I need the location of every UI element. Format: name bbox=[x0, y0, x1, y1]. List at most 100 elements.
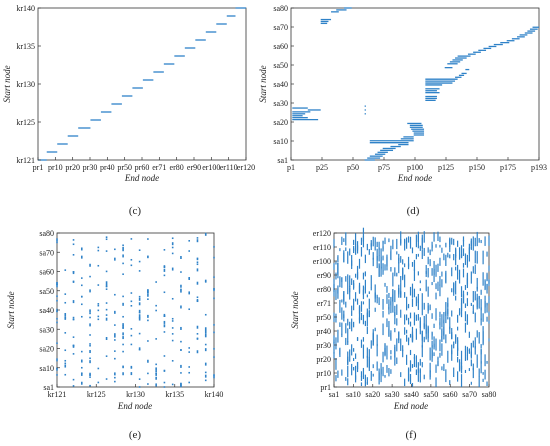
data-point bbox=[180, 326, 182, 330]
data-point bbox=[114, 293, 116, 296]
x-tick-label: p125 bbox=[438, 163, 454, 172]
data-point bbox=[130, 258, 133, 261]
data-point bbox=[188, 291, 191, 295]
data-point bbox=[130, 365, 133, 368]
data-point bbox=[196, 350, 199, 354]
data-point bbox=[130, 238, 133, 240]
data-point bbox=[97, 309, 100, 312]
data-point bbox=[138, 270, 141, 272]
data-point bbox=[138, 347, 141, 351]
data-point bbox=[196, 237, 199, 239]
panel-d-ylabel: Start node bbox=[258, 65, 268, 102]
data-point bbox=[147, 255, 149, 258]
x-tick-label: p1 bbox=[287, 163, 295, 172]
x-tick-label: sa30 bbox=[385, 390, 400, 399]
data-point bbox=[138, 302, 141, 306]
x-tick-label: sa80 bbox=[482, 390, 497, 399]
data-point bbox=[213, 256, 215, 259]
data-point bbox=[147, 238, 149, 240]
data-point bbox=[89, 357, 91, 360]
data-point bbox=[89, 289, 91, 293]
panel-c: pr1 pr10 pr20 pr30 pr40 pr50 pr60 er71 er80 er90 e… bbox=[2, 4, 255, 217]
data-point bbox=[72, 336, 75, 338]
data-point bbox=[130, 334, 133, 337]
panel-f-xlabel: End node bbox=[393, 401, 428, 411]
data-point bbox=[196, 299, 199, 303]
data-point bbox=[204, 374, 207, 378]
data-point bbox=[180, 385, 182, 388]
data-point bbox=[56, 358, 58, 362]
data-point bbox=[122, 350, 124, 353]
data-point bbox=[163, 266, 166, 268]
y-tick-label: er110 bbox=[313, 243, 331, 252]
data-point bbox=[97, 303, 100, 305]
data-point bbox=[130, 300, 133, 303]
data-point bbox=[180, 372, 182, 374]
x-tick-label: er80 bbox=[170, 163, 184, 172]
y-tick-label: kr121 bbox=[16, 156, 35, 165]
data-point bbox=[56, 282, 58, 286]
data-point bbox=[138, 317, 141, 321]
data-point bbox=[56, 238, 58, 242]
data-point bbox=[122, 327, 124, 329]
data-point bbox=[147, 319, 149, 322]
data-point bbox=[171, 267, 174, 271]
y-tick-label: sa10 bbox=[273, 137, 288, 146]
x-tick-label: sa70 bbox=[462, 390, 477, 399]
data-point bbox=[171, 237, 174, 240]
data-point bbox=[138, 314, 141, 318]
panel-c-xlabel: End node bbox=[124, 173, 159, 183]
data-point bbox=[114, 380, 116, 383]
y-tick-label: sa80 bbox=[273, 4, 288, 13]
panel-e-x-ticks: kr121 kr125 kr130 kr135 kr140 bbox=[48, 384, 223, 399]
data-point bbox=[138, 309, 141, 313]
x-tick-label: pr50 bbox=[117, 163, 132, 172]
data-point bbox=[80, 255, 83, 259]
data-point bbox=[105, 337, 108, 341]
data-point bbox=[196, 296, 199, 299]
x-tick-label: sa10 bbox=[346, 390, 361, 399]
data-point bbox=[122, 302, 124, 306]
data-point bbox=[105, 317, 108, 321]
data-point bbox=[80, 284, 83, 287]
data-point bbox=[213, 356, 215, 358]
data-point bbox=[196, 337, 199, 340]
data-point bbox=[72, 378, 75, 381]
data-point bbox=[155, 383, 157, 387]
x-tick-label: kr130 bbox=[126, 390, 145, 399]
data-point bbox=[114, 310, 116, 314]
data-point bbox=[64, 313, 67, 317]
data-point bbox=[122, 365, 124, 368]
data-point bbox=[196, 325, 199, 329]
panel-c-x-ticks: pr1 pr10 pr20 pr30 pr40 pr50 pr60 er71 er80 er90 e… bbox=[33, 157, 255, 172]
data-point bbox=[213, 276, 215, 278]
data-point bbox=[72, 280, 75, 283]
data-point bbox=[130, 264, 133, 267]
data-point bbox=[138, 295, 141, 298]
x-tick-label: sa40 bbox=[404, 390, 419, 399]
data-point bbox=[188, 366, 191, 368]
data-point bbox=[204, 348, 207, 352]
data-point bbox=[163, 355, 166, 357]
x-tick-label: sa50 bbox=[424, 390, 439, 399]
data-point bbox=[155, 372, 157, 376]
data-point bbox=[171, 360, 174, 362]
panel-f-x-ticks: sa1 sa10 sa20 sa30 sa40 sa50 sa60 sa70 sa80 bbox=[329, 384, 497, 399]
data-point bbox=[72, 345, 75, 347]
data-point bbox=[56, 295, 58, 298]
data-point bbox=[114, 357, 116, 360]
data-point bbox=[97, 246, 100, 249]
data-point bbox=[204, 232, 207, 236]
data-point bbox=[122, 325, 124, 329]
x-tick-label: p150 bbox=[469, 163, 485, 172]
data-point bbox=[180, 289, 182, 293]
y-tick-label: sa1 bbox=[277, 156, 288, 165]
data-point bbox=[80, 359, 83, 363]
data-point bbox=[64, 293, 67, 295]
data-point bbox=[105, 378, 108, 380]
data-point bbox=[114, 350, 116, 352]
data-point bbox=[105, 314, 108, 316]
data-point bbox=[204, 279, 207, 283]
data-point bbox=[155, 338, 157, 340]
